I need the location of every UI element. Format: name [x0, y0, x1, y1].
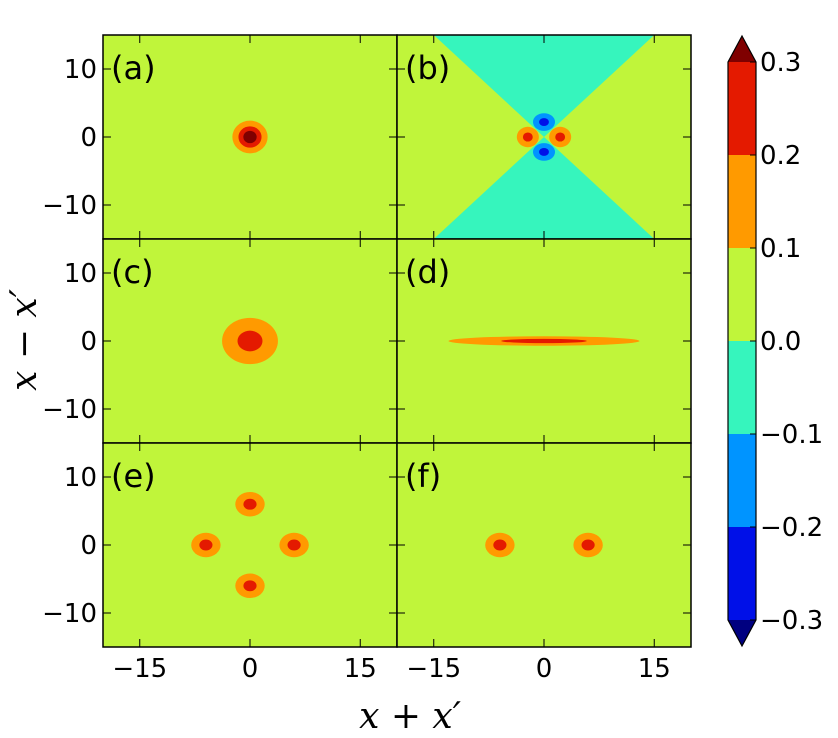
contour-1-level-0.2 [199, 539, 213, 551]
x-tick-label: 15 [638, 654, 671, 684]
colorbar-extend-high [728, 36, 756, 62]
panel-background [103, 443, 397, 647]
x-tick-label: 0 [536, 654, 553, 684]
colorbar-tick-label: 0.1 [760, 234, 801, 264]
panel-label: (b) [405, 49, 450, 87]
panel-b [397, 35, 691, 239]
colorbar-tick-label: −0.3 [760, 606, 823, 636]
contour-0-level-0.2 [501, 338, 587, 344]
colorbar-band [728, 341, 756, 434]
panel-d [397, 239, 691, 443]
y-tick-label: 10 [64, 259, 97, 289]
contour-3-level-0.2 [539, 118, 549, 126]
panels-layer: (a) (b) (c) (d) (e) (f) [102, 34, 692, 648]
contour-0-level-0.2 [493, 539, 507, 551]
contour-0-level-0.2 [237, 330, 263, 352]
y-tick-label: 10 [64, 55, 97, 85]
x-axis-label: x + x′ [359, 696, 461, 737]
contour-3-level-0.2 [243, 580, 257, 592]
panel-label: (c) [111, 253, 154, 291]
x-tick-label: −15 [112, 654, 167, 684]
y-tick-label: 10 [64, 463, 97, 493]
colorbar-tick-label: −0.2 [760, 513, 823, 543]
colorbar-tick-label: 0.0 [760, 327, 801, 357]
contour-2-level-0.2 [555, 132, 566, 142]
colorbar-band [728, 155, 756, 248]
y-tick-label: 0 [80, 123, 97, 153]
colorbar-band [728, 62, 756, 155]
panel-a [103, 35, 397, 239]
panel-label: (e) [111, 457, 156, 495]
y-tick-label: −10 [42, 599, 97, 629]
x-tick-label: 15 [344, 654, 377, 684]
y-axis-label: x − x′ [4, 289, 45, 391]
panel-c [103, 239, 397, 443]
panel-e [103, 443, 397, 647]
y-tick-label: 0 [80, 327, 97, 357]
x-tick-label: −15 [406, 654, 461, 684]
colorbar-extend-low [728, 620, 756, 646]
ticks-layer: 10 0 −10 10 0 −10 10 0 −10 −15 0 15 −15 0 15 [42, 35, 691, 684]
hourglass-top [433, 35, 655, 137]
colorbar-tick-label: 0.2 [760, 141, 801, 171]
panel-background [397, 443, 691, 647]
panel-f [397, 443, 691, 647]
panel-label: (d) [405, 253, 450, 291]
colorbar-band [728, 248, 756, 341]
contour-0-level-0.3 [243, 130, 257, 144]
colorbar-band [728, 527, 756, 620]
contour-0-level-0.2 [243, 498, 257, 510]
y-tick-label: −10 [42, 395, 97, 425]
panel-label: (a) [111, 49, 156, 87]
hourglass-bottom [433, 137, 655, 239]
colorbar-tick-label: 0.3 [760, 48, 801, 78]
colorbar-tick-label: −0.1 [760, 420, 823, 450]
x-tick-label: 0 [242, 654, 259, 684]
contour-4-level-0.2 [539, 148, 549, 156]
y-tick-label: −10 [42, 191, 97, 221]
colorbar: 0.3 0.2 0.1 0.0 −0.1 −0.2 −0.3 [727, 34, 823, 648]
colorbar-band [728, 434, 756, 527]
contour-2-level-0.2 [287, 539, 301, 551]
y-tick-label: 0 [80, 531, 97, 561]
panel-label: (f) [405, 457, 441, 495]
contour-1-level-0.2 [522, 132, 533, 142]
contour-1-level-0.2 [581, 539, 595, 551]
